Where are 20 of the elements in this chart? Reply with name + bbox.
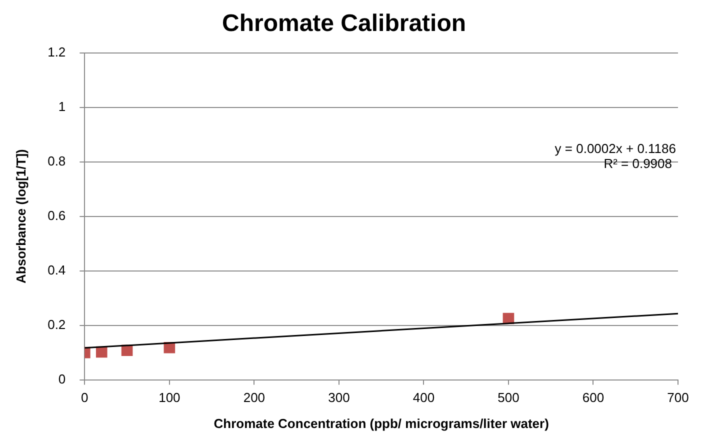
x-tick-label: 400 xyxy=(412,390,435,406)
x-tick-label: 700 xyxy=(667,390,689,406)
y-tick-label: 0.8 xyxy=(48,153,66,168)
x-tick-label: 0 xyxy=(81,390,88,406)
annotation: y = 0.0002x + 0.1186 xyxy=(554,140,676,156)
x-tick-label: 200 xyxy=(243,390,266,406)
y-tick-label: 0.2 xyxy=(48,316,66,332)
x-tick-label: 100 xyxy=(158,390,180,406)
chart-title: Chromate Calibration xyxy=(222,10,466,38)
y-tick-label: 1.2 xyxy=(48,44,66,60)
annotation: R² = 0.9908 xyxy=(604,156,672,171)
y-axis-title: Absorbance (log[1/T]) xyxy=(13,149,28,284)
y-tick-label: 0.4 xyxy=(48,262,66,278)
y-tick-label: 0 xyxy=(58,371,66,386)
x-tick-label: 500 xyxy=(498,390,520,406)
x-axis-title: Chromate Concentration (ppb/ micrograms/liter water) xyxy=(214,416,549,431)
x-tick-label: 600 xyxy=(582,390,604,406)
x-tick-label: 300 xyxy=(328,390,350,406)
y-tick-label: 0.6 xyxy=(48,208,66,223)
y-tick-label: 1 xyxy=(58,98,66,114)
